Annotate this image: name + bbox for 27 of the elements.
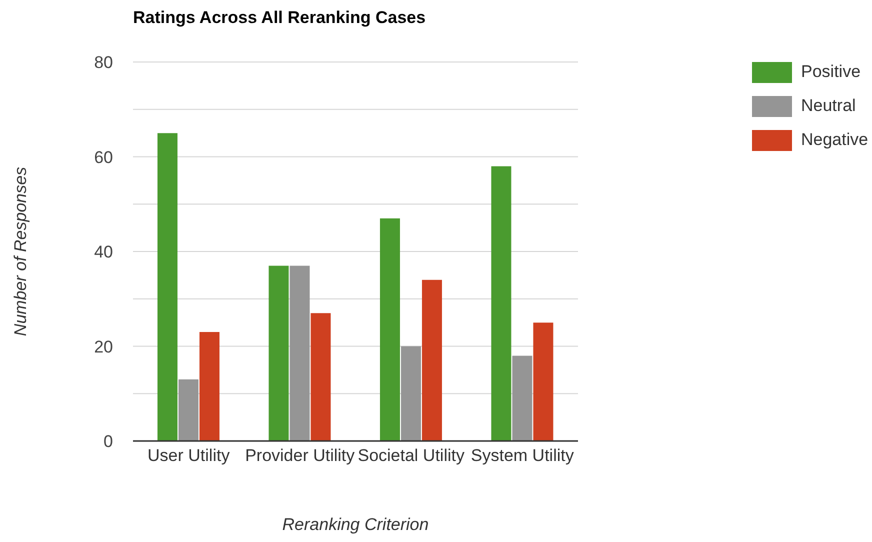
x-tick-label: Provider Utility [245, 446, 356, 466]
bar [290, 266, 310, 441]
legend-label: Positive [801, 62, 861, 82]
x-tick-label: System Utility [470, 446, 574, 466]
bar [310, 313, 331, 441]
chart-title: Ratings Across All Reranking Cases [133, 8, 426, 28]
bar [512, 356, 532, 441]
x-axis-title: Reranking Criterion [282, 515, 429, 534]
y-tick-label: 20 [94, 337, 113, 356]
y-axis-title: Number of Responses [11, 166, 30, 336]
bar [268, 266, 289, 441]
bar [400, 346, 421, 441]
bar [422, 280, 442, 441]
legend-label: Negative [801, 130, 868, 150]
x-tick-label: User Utility [148, 446, 230, 466]
y-tick-label: 0 [104, 432, 113, 452]
y-tick-label: 60 [94, 148, 113, 167]
y-tick-label: 80 [94, 53, 113, 72]
x-tick-label: Societal Utility [358, 446, 465, 466]
bar [178, 379, 198, 441]
bar [491, 166, 512, 441]
bar [157, 133, 178, 441]
bar [533, 322, 554, 441]
y-tick-label: 40 [94, 242, 113, 262]
bar [380, 218, 400, 441]
legend-label: Neutral [801, 96, 856, 116]
bar [199, 332, 220, 441]
